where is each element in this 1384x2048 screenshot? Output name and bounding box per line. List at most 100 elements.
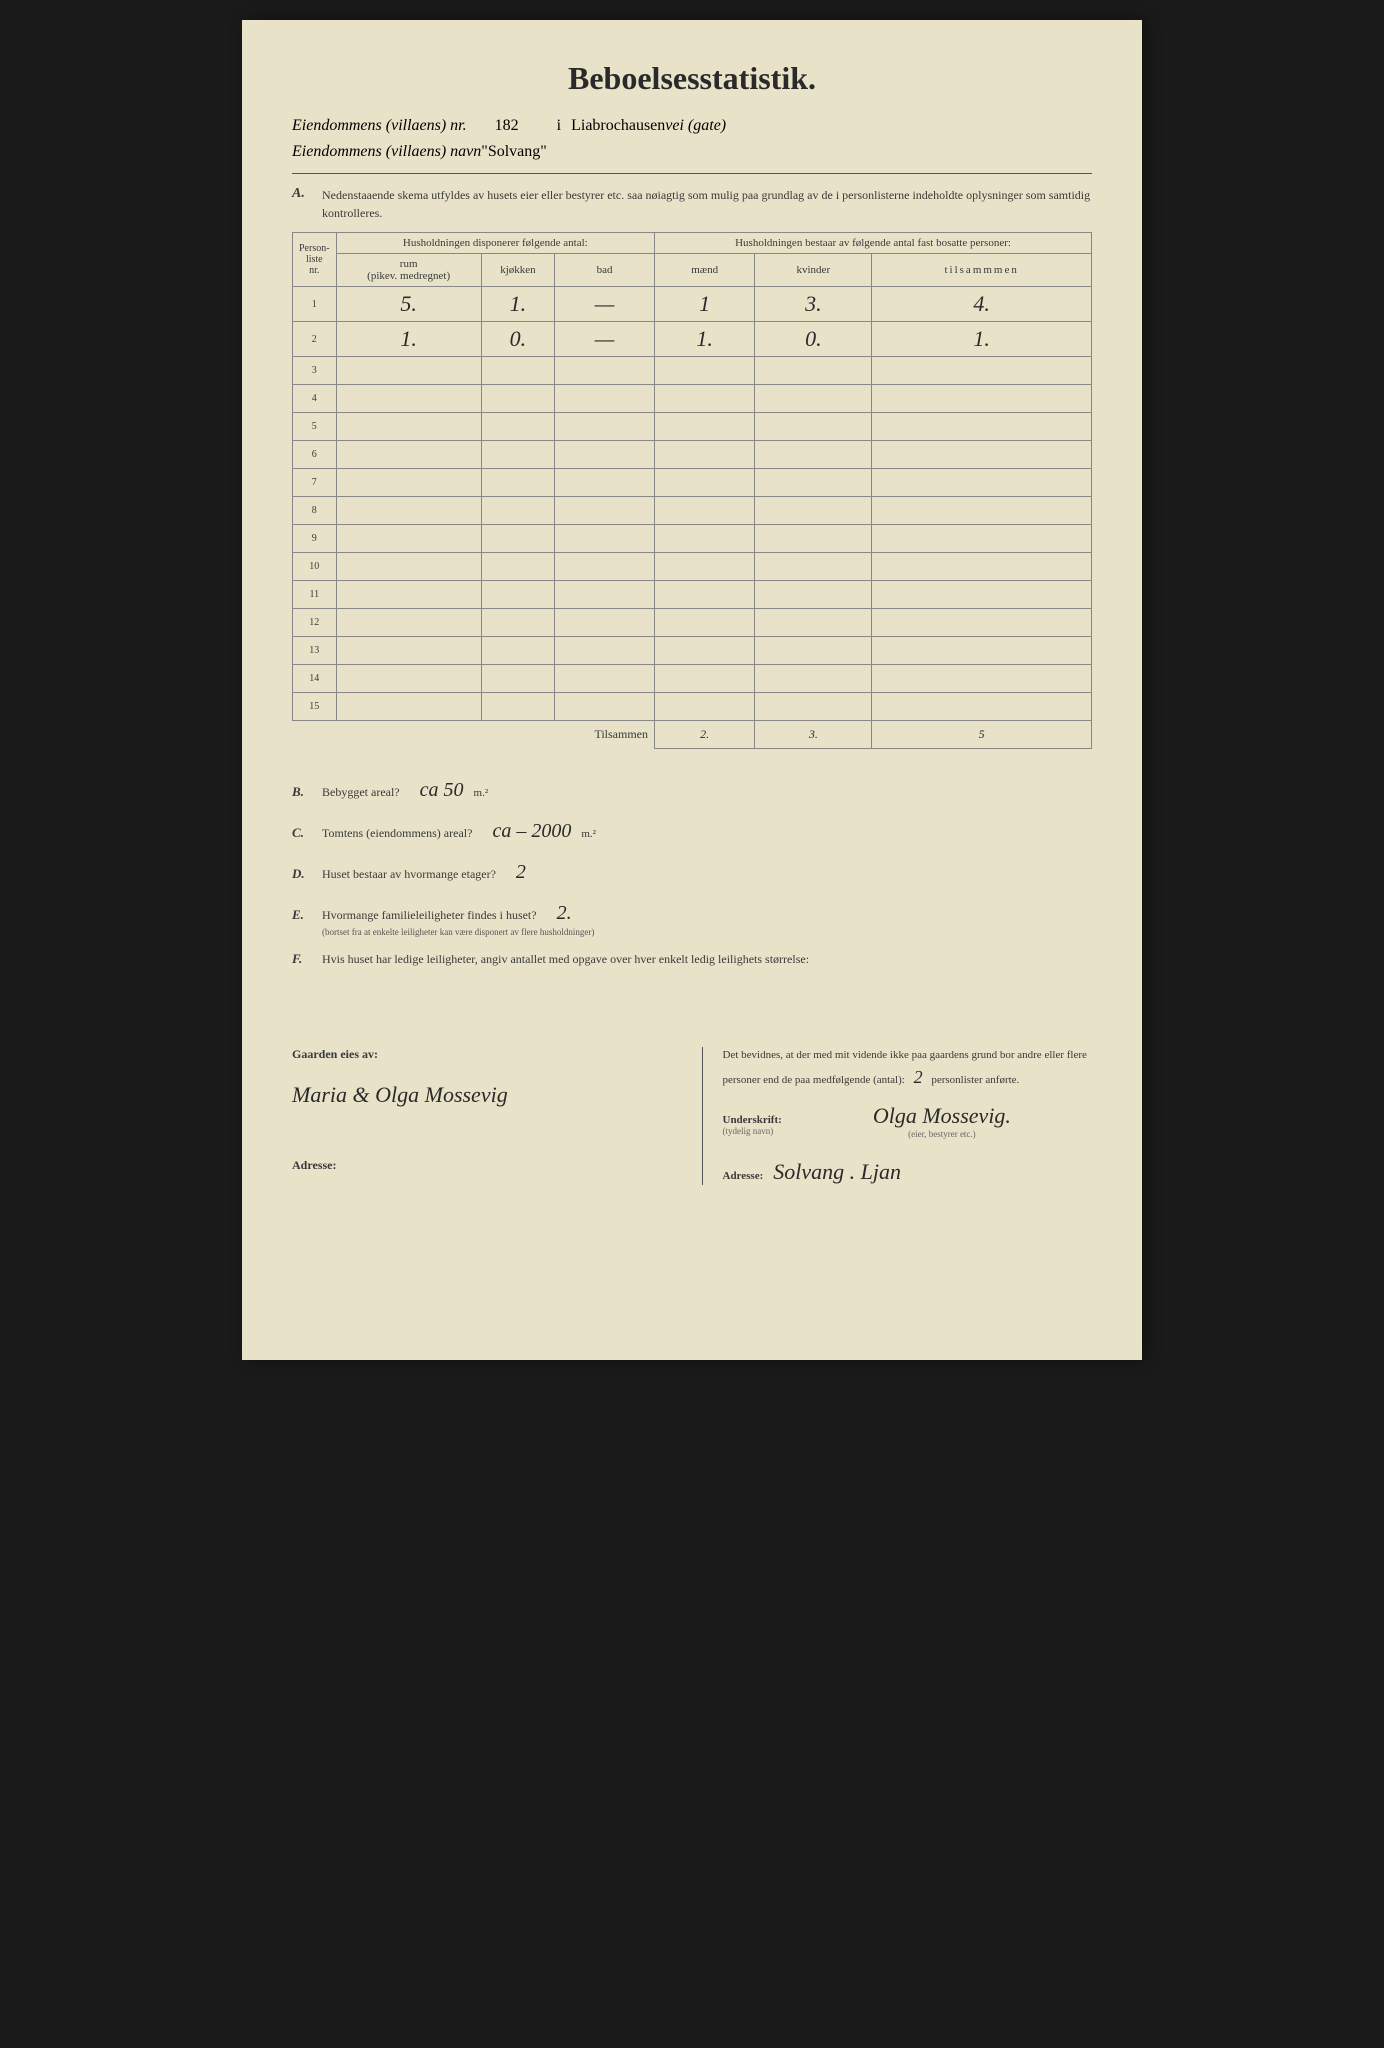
cell-kvinder [755, 385, 872, 413]
cell-maend [655, 385, 755, 413]
cell-bad: — [555, 287, 655, 322]
row-num: 7 [293, 469, 337, 497]
question-e-sub: (bortset fra at enkelte leiligheter kan … [322, 927, 1092, 937]
table-body: 1 5. 1. — 1 3. 4. 2 1. 0. — 1. 0. 1. 3 4… [293, 287, 1092, 721]
row-num: 5 [293, 413, 337, 441]
cell-kvinder [755, 693, 872, 721]
table-row: 8 [293, 497, 1092, 525]
cell-tilsammen [872, 665, 1092, 693]
owner-address-label: Adresse: [292, 1158, 662, 1173]
total-label: Tilsammen [555, 721, 655, 749]
cell-maend [655, 357, 755, 385]
row-num: 8 [293, 497, 337, 525]
cell-maend [655, 469, 755, 497]
cell-kjokken: 1. [481, 287, 554, 322]
header-line-1: Eiendommens (villaens) nr. 182 i Liabroc… [292, 117, 1092, 135]
prop-nr-label: Eiendommens (villaens) nr. [292, 117, 467, 135]
antal-value: 2 [908, 1067, 929, 1087]
cell-kvinder [755, 637, 872, 665]
cell-rum [336, 525, 481, 553]
cell-maend [655, 553, 755, 581]
total-row: Tilsammen 2. 3. 5 [293, 721, 1092, 749]
row-num: 1 [293, 287, 337, 322]
cell-kjokken [481, 693, 554, 721]
col-bad: bad [555, 254, 655, 287]
cell-bad [555, 581, 655, 609]
col-kjokken: kjøkken [481, 254, 554, 287]
cell-bad [555, 693, 655, 721]
cell-tilsammen [872, 693, 1092, 721]
cell-kvinder [755, 469, 872, 497]
cell-bad [555, 609, 655, 637]
col-person: Person- liste nr. [293, 233, 337, 287]
cell-tilsammen [872, 357, 1092, 385]
cell-maend [655, 581, 755, 609]
cell-tilsammen [872, 581, 1092, 609]
row-num: 2 [293, 322, 337, 357]
cell-kvinder [755, 413, 872, 441]
cell-maend: 1 [655, 287, 755, 322]
cell-kjokken [481, 525, 554, 553]
cell-kvinder [755, 553, 872, 581]
table-row: 2 1. 0. — 1. 0. 1. [293, 322, 1092, 357]
footer: Gaarden eies av: Maria & Olga Mossevig A… [292, 1047, 1092, 1185]
cell-kvinder [755, 357, 872, 385]
cell-kvinder [755, 441, 872, 469]
cell-maend [655, 665, 755, 693]
cell-kvinder [755, 525, 872, 553]
col-bestaar: Husholdningen bestaar av følgende antal … [655, 233, 1092, 254]
cell-bad [555, 469, 655, 497]
cell-bad [555, 497, 655, 525]
cell-maend [655, 693, 755, 721]
total-kvinder: 3. [755, 721, 872, 749]
col-rum: rum (pikev. medregnet) [336, 254, 481, 287]
cell-bad [555, 525, 655, 553]
table-row: 13 [293, 637, 1092, 665]
section-a-text: Nedenstaaende skema utfyldes av husets e… [322, 186, 1092, 222]
document-page: Beboelsesstatistik. Eiendommens (villaen… [242, 20, 1142, 1360]
section-a: A. Nedenstaaende skema utfyldes av huset… [292, 186, 1092, 222]
row-num: 4 [293, 385, 337, 413]
cell-maend [655, 525, 755, 553]
cell-rum [336, 581, 481, 609]
street-value: Liabrochausen [571, 117, 665, 135]
owner-signature: Maria & Olga Mossevig [292, 1082, 662, 1108]
table-row: 15 [293, 693, 1092, 721]
cell-tilsammen: 4. [872, 287, 1092, 322]
cell-kvinder [755, 665, 872, 693]
question-f: F. Hvis huset har ledige leiligheter, an… [292, 951, 1092, 967]
cell-rum [336, 637, 481, 665]
cell-bad [555, 637, 655, 665]
table-row: 7 [293, 469, 1092, 497]
cell-kvinder: 0. [755, 322, 872, 357]
cell-maend [655, 609, 755, 637]
table-row: 4 [293, 385, 1092, 413]
table-row: 12 [293, 609, 1092, 637]
cell-rum [336, 693, 481, 721]
cell-kjokken [481, 385, 554, 413]
cell-kvinder [755, 497, 872, 525]
table-row: 9 [293, 525, 1092, 553]
cell-kjokken [481, 609, 554, 637]
divider [292, 173, 1092, 174]
cell-rum [336, 385, 481, 413]
cell-kjokken [481, 665, 554, 693]
prop-name-value: "Solvang" [481, 143, 547, 161]
table-row: 1 5. 1. — 1 3. 4. [293, 287, 1092, 322]
table-row: 6 [293, 441, 1092, 469]
cell-rum [336, 441, 481, 469]
cell-tilsammen [872, 525, 1092, 553]
cell-bad [555, 441, 655, 469]
cell-kjokken: 0. [481, 322, 554, 357]
address2-row: Adresse: Solvang . Ljan [723, 1159, 1093, 1185]
cell-rum [336, 357, 481, 385]
question-e: E. Hvormange familieleiligheter findes i… [292, 902, 1092, 925]
cell-tilsammen [872, 413, 1092, 441]
cell-tilsammen [872, 441, 1092, 469]
row-num: 12 [293, 609, 337, 637]
row-num: 11 [293, 581, 337, 609]
cell-rum [336, 469, 481, 497]
address2-value: Solvang . Ljan [773, 1159, 901, 1185]
cell-bad [555, 665, 655, 693]
cell-kjokken [481, 637, 554, 665]
